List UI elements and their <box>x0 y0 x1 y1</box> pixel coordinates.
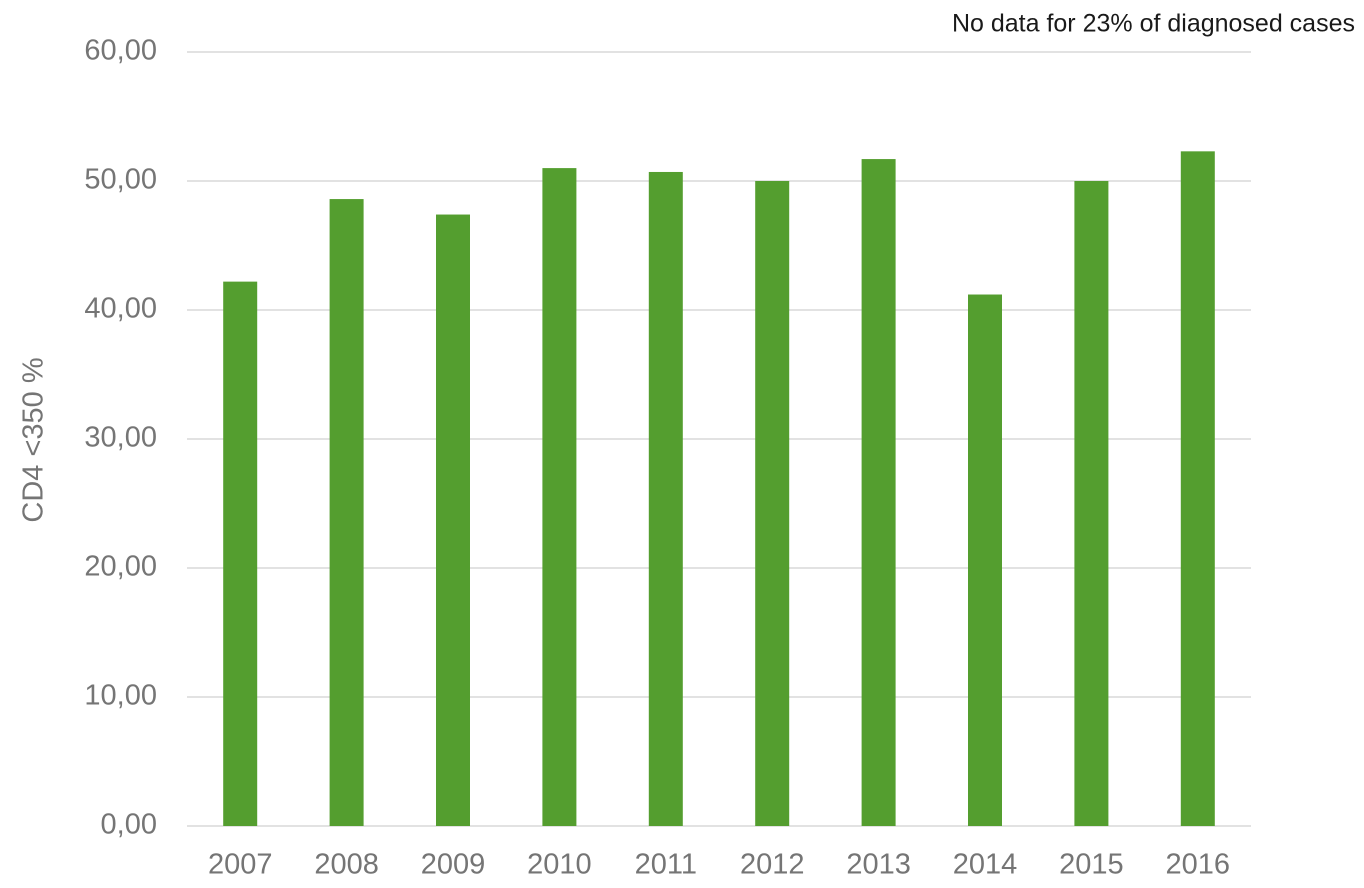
y-tick-label: 0,00 <box>101 809 157 841</box>
bar <box>1180 151 1215 826</box>
x-tick-label: 2007 <box>208 849 273 881</box>
x-tick-label: 2016 <box>1166 849 1231 881</box>
y-axis-label: CD4 <350 % <box>18 357 50 522</box>
annotation: No data for 23% of diagnosed cases <box>952 10 1355 38</box>
y-tick-label: 40,00 <box>84 293 157 325</box>
bar <box>329 199 364 826</box>
x-tick-label: 2011 <box>635 849 697 881</box>
x-tick-label: 2010 <box>527 849 592 881</box>
bar <box>861 159 896 826</box>
y-tick-label: 10,00 <box>84 680 157 712</box>
y-tick-label: 60,00 <box>84 35 157 67</box>
x-tick-label: 2015 <box>1059 849 1124 881</box>
x-tick-label: 2009 <box>421 849 486 881</box>
bar <box>755 181 790 826</box>
x-tick-label: 2014 <box>953 849 1018 881</box>
x-tick-label: 2013 <box>846 849 911 881</box>
y-tick-label: 30,00 <box>84 422 157 454</box>
bar <box>1074 181 1109 826</box>
bar <box>968 294 1002 826</box>
x-tick-label: 2012 <box>740 849 805 881</box>
bar <box>223 281 258 826</box>
y-tick-label: 20,00 <box>84 551 157 583</box>
bar <box>542 168 577 827</box>
y-tick-label: 50,00 <box>84 164 157 196</box>
bar <box>648 171 683 827</box>
bar <box>436 214 470 827</box>
x-tick-label: 2008 <box>314 849 379 881</box>
